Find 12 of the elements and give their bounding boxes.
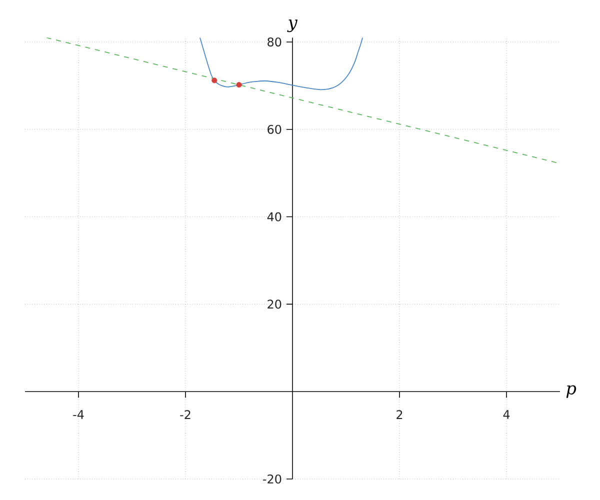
x-tick-label: 4 (503, 410, 510, 419)
y-tick-label: 80 (268, 37, 282, 46)
line-series (199, 38, 364, 90)
y-tick-label: 40 (267, 212, 282, 222)
y-tick-label: 60 (268, 124, 282, 134)
x-axis-title: p (566, 385, 576, 398)
x-tick-label: -4 (73, 410, 84, 419)
y-axis-title: y (287, 20, 298, 32)
y-tick-label: -20 (263, 474, 282, 484)
y-tick-label: 20 (268, 300, 282, 309)
x-tick-label: 2 (396, 410, 402, 419)
x-tick-label: -2 (180, 410, 190, 419)
